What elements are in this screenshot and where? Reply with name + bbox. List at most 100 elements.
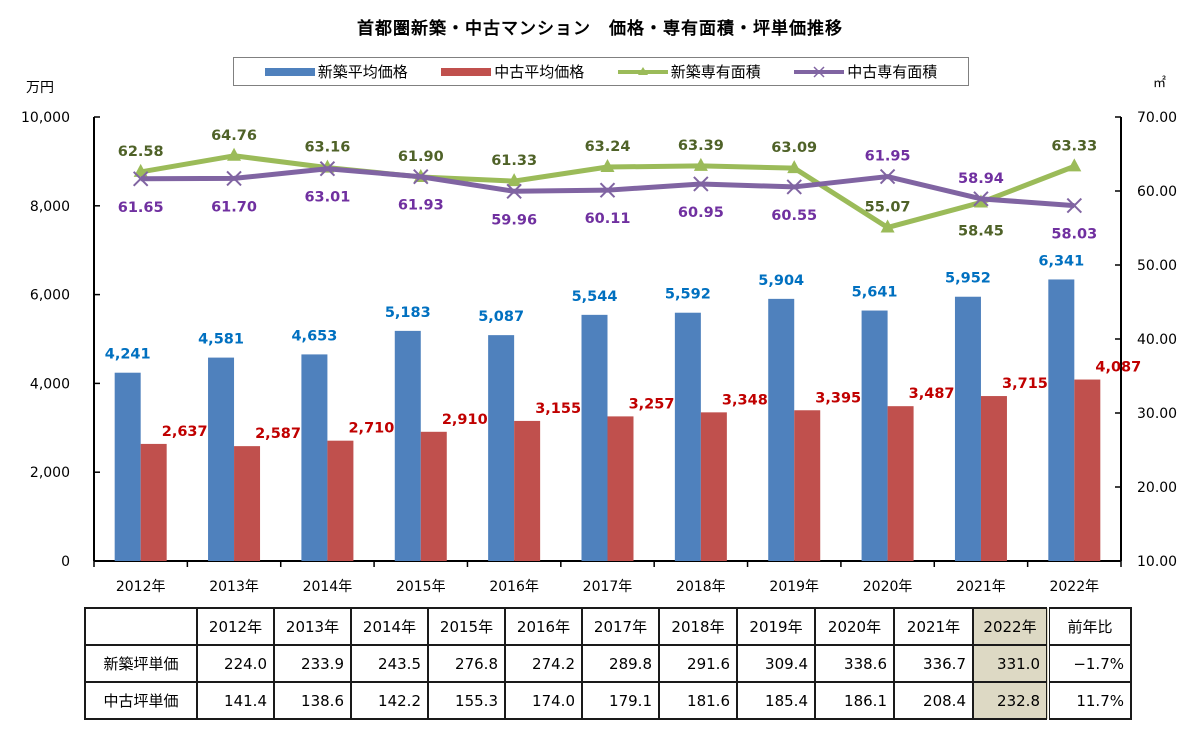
data-label-new-price: 5,641 <box>852 285 898 301</box>
x-axis-tick-label: 2021年 <box>956 579 1006 595</box>
data-label-new-price: 5,592 <box>665 287 711 303</box>
marker-triangle-icon <box>880 219 895 233</box>
right-axis-tick-label: 10.00 <box>1137 554 1177 570</box>
bar-used-price <box>887 406 914 561</box>
table-header-year: 2015年 <box>427 607 506 646</box>
right-axis-tick-label: 70.00 <box>1137 110 1177 126</box>
marker-x-icon <box>786 179 802 195</box>
data-label-new-price: 5,952 <box>945 271 991 287</box>
left-axis-tick-label: 10,000 <box>21 110 70 126</box>
table-row: 中古坪単価 141.4 138.6 142.2 155.3 174.0 179.1 181.6… <box>84 681 1132 720</box>
x-axis-tick-label: 2012年 <box>116 579 166 595</box>
bar-new-price <box>768 298 795 561</box>
table-cell: 224.0 <box>196 644 275 683</box>
x-axis-tick-label: 2015年 <box>396 579 446 595</box>
table-header-year: 2013年 <box>273 607 352 646</box>
legend-item-used-area: 中古専有面積 <box>794 61 937 82</box>
left-axis-tick-label: 4,000 <box>30 376 70 392</box>
marker-x-icon <box>973 191 989 207</box>
table-cell: 291.6 <box>658 644 738 683</box>
legend-item-used-price: 中古平均価格 <box>441 61 584 82</box>
marker-triangle-icon <box>507 173 522 187</box>
x-axis-tick-label: 2022年 <box>1049 579 1099 595</box>
table-cell: 276.8 <box>427 644 506 683</box>
data-label-used-area: 58.94 <box>958 171 1004 187</box>
data-label-new-area: 63.24 <box>585 139 631 155</box>
bar-new-price <box>1048 279 1075 561</box>
table-row: 新築坪単価 224.0 233.9 243.5 276.8 274.2 289.8 291.6… <box>84 644 1132 683</box>
data-label-used-price: 3,395 <box>815 390 861 406</box>
table-cell: 138.6 <box>273 681 352 720</box>
bar-new-price <box>488 335 515 561</box>
bar-used-price <box>700 412 727 561</box>
bar-new-price <box>674 312 701 561</box>
bar-new-price <box>208 357 235 561</box>
data-label-used-area: 61.93 <box>398 198 444 214</box>
table-cell: 181.6 <box>658 681 738 720</box>
data-label-used-price: 3,257 <box>629 396 675 412</box>
right-axis-tick-label: 30.00 <box>1137 406 1177 422</box>
data-label-used-area: 63.01 <box>304 190 350 206</box>
data-label-new-area: 58.45 <box>958 223 1004 239</box>
right-axis-tick-label: 60.00 <box>1137 184 1177 200</box>
table-cell: 142.2 <box>350 681 429 720</box>
x-axis-tick-label: 2019年 <box>769 579 819 595</box>
table-row-label: 新築坪単価 <box>84 644 198 683</box>
data-label-used-price: 2,637 <box>162 424 208 440</box>
data-label-used-area: 60.95 <box>678 205 724 221</box>
data-label-new-price: 5,087 <box>478 309 524 325</box>
data-label-used-price: 3,348 <box>722 392 768 408</box>
data-label-new-area: 64.76 <box>211 128 257 144</box>
table-header-year: 2022年 <box>972 607 1049 646</box>
table-cell: 208.4 <box>893 681 974 720</box>
bar-used-price <box>140 443 167 561</box>
marker-x-icon <box>413 169 429 185</box>
x-axis-tick-label: 2017年 <box>583 579 633 595</box>
bar-new-price <box>114 372 141 561</box>
table-header-year: 2012年 <box>196 607 275 646</box>
data-label-new-area: 63.09 <box>771 140 817 156</box>
marker-x-icon <box>693 176 709 192</box>
data-label-used-price: 4,087 <box>1095 360 1141 376</box>
table-header-year: 2017年 <box>581 607 660 646</box>
marker-x-icon <box>879 168 896 185</box>
data-label-used-area: 61.70 <box>211 199 257 215</box>
table-cell: 179.1 <box>581 681 660 720</box>
marker-triangle-icon <box>600 159 615 173</box>
legend-swatch-line-triangle-icon <box>617 66 668 78</box>
data-label-new-area: 62.58 <box>118 144 164 160</box>
left-axis-unit: 万円 <box>26 80 54 96</box>
table-cell: 309.4 <box>736 644 816 683</box>
data-label-new-price: 4,653 <box>291 328 337 344</box>
bar-used-price <box>514 420 541 561</box>
legend-swatch-bar-blue <box>264 67 315 76</box>
x-axis-tick-label: 2016年 <box>489 579 539 595</box>
bar-used-price <box>980 396 1007 561</box>
legend-swatch-line-x-icon <box>794 65 845 78</box>
legend-label: 新築平均価格 <box>317 63 408 81</box>
data-label-new-price: 4,241 <box>105 347 151 363</box>
data-label-used-price: 3,715 <box>1002 376 1048 392</box>
marker-x-icon <box>132 171 149 187</box>
data-label-used-price: 2,587 <box>255 426 301 442</box>
data-label-used-area: 59.96 <box>491 212 537 228</box>
data-label-used-price: 3,487 <box>909 386 955 402</box>
x-axis-tick-label: 2013年 <box>209 579 259 595</box>
bar-used-price <box>794 410 821 561</box>
data-label-new-area: 61.33 <box>491 153 537 169</box>
data-label-used-price: 2,910 <box>442 412 488 428</box>
right-axis-tick-label: 40.00 <box>1137 332 1177 348</box>
data-label-new-area: 63.16 <box>304 140 350 156</box>
table-cell: 155.3 <box>427 681 506 720</box>
data-label-used-area: 61.95 <box>865 149 911 165</box>
bar-used-price <box>234 446 261 561</box>
right-axis-tick-label: 20.00 <box>1137 480 1177 496</box>
marker-x-icon <box>506 183 522 200</box>
left-axis-tick-label: 2,000 <box>30 465 70 481</box>
chart-title: 首都圏新築・中古マンション 価格・専有面積・坪単価推移 <box>357 19 843 39</box>
table-cell: 289.8 <box>581 644 660 683</box>
table-cell: 233.9 <box>273 644 352 683</box>
legend-label: 中古平均価格 <box>494 63 585 81</box>
bar-used-price <box>607 416 634 561</box>
table-header-yoy: 前年比 <box>1046 607 1132 646</box>
